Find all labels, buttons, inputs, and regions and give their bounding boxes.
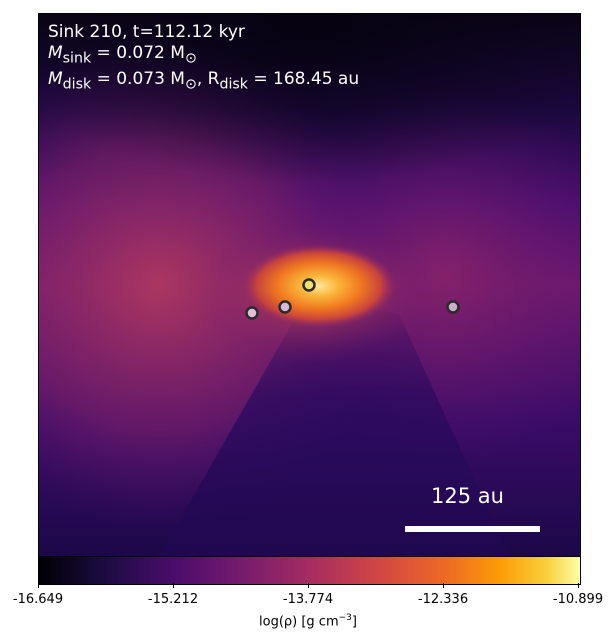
density-map [39, 14, 580, 556]
colorbar-tick [443, 583, 444, 588]
sink-marker [446, 300, 460, 314]
colorbar-tick-label: -10.899 [552, 592, 604, 607]
sink-marker [302, 278, 316, 292]
colorbar-tick [173, 583, 174, 588]
colorbar-tick [578, 583, 579, 588]
colorbar-tick-label: -12.336 [417, 592, 469, 607]
colorbar-tick [38, 583, 39, 588]
colorbar-tick [308, 583, 309, 588]
sink-mass-line: Msink = 0.072 M⊙ [48, 43, 197, 67]
colorbar-tick-label: -15.212 [147, 592, 199, 607]
sink-marker [245, 306, 259, 320]
sink-title: Sink 210, t=112.12 kyr [48, 22, 245, 42]
colorbar-label: log(ρ) [g cm−3] [259, 613, 357, 630]
sink-marker [278, 300, 292, 314]
colorbar-tick-label: -13.774 [282, 592, 334, 607]
sink-info-annotation: Sink 210, t=112.12 kyr Msink = 0.072 M⊙ … [48, 22, 359, 96]
disk-line: Mdisk = 0.073 M⊙, Rdisk = 168.45 au [48, 69, 360, 93]
colorbar [38, 556, 581, 585]
density-map-panel: Sink 210, t=112.12 kyr Msink = 0.072 M⊙ … [38, 13, 581, 557]
colorbar-tick-label: -16.649 [12, 592, 64, 607]
scale-bar [405, 526, 540, 532]
scale-bar-label: 125 au [431, 484, 504, 508]
